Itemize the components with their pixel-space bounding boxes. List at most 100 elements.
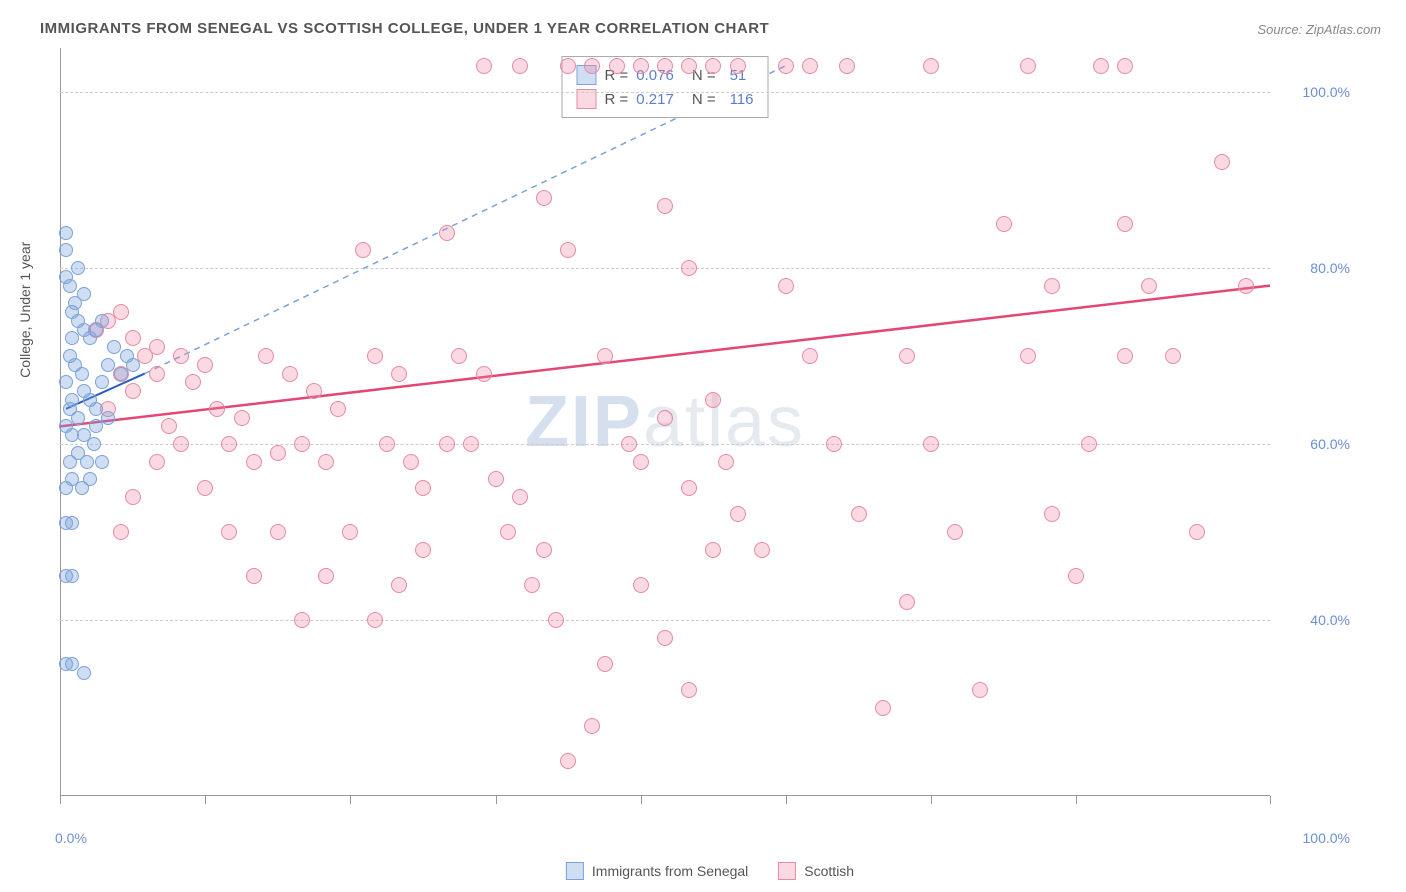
data-point [415, 480, 431, 496]
data-point [1117, 58, 1133, 74]
data-point [996, 216, 1012, 232]
y-tick-label: 100.0% [1303, 84, 1350, 100]
data-point [1141, 278, 1157, 294]
bottom-label-senegal: Immigrants from Senegal [592, 863, 748, 879]
data-point [1238, 278, 1254, 294]
data-point [75, 367, 89, 381]
data-point [923, 436, 939, 452]
data-point [1117, 348, 1133, 364]
data-point [63, 455, 77, 469]
x-tick [60, 796, 61, 804]
y-tick-label: 80.0% [1310, 260, 1350, 276]
data-point [584, 58, 600, 74]
data-point [246, 568, 262, 584]
data-point [59, 481, 73, 495]
data-point [83, 472, 97, 486]
data-point [512, 489, 528, 505]
data-point [536, 190, 552, 206]
x-tick [786, 796, 787, 804]
data-point [730, 506, 746, 522]
bottom-swatch-scottish [778, 862, 796, 880]
data-point [367, 612, 383, 628]
data-point [114, 367, 128, 381]
data-point [705, 542, 721, 558]
gridline [60, 620, 1270, 621]
data-point [839, 58, 855, 74]
data-point [730, 58, 746, 74]
data-point [89, 419, 103, 433]
data-point [476, 366, 492, 382]
data-point [415, 542, 431, 558]
data-point [258, 348, 274, 364]
data-point [705, 392, 721, 408]
data-point [173, 348, 189, 364]
data-point [536, 542, 552, 558]
data-point [270, 524, 286, 540]
data-point [1081, 436, 1097, 452]
data-point [597, 348, 613, 364]
data-point [125, 330, 141, 346]
data-point [633, 454, 649, 470]
data-point [633, 58, 649, 74]
data-point [681, 682, 697, 698]
bottom-label-scottish: Scottish [804, 863, 854, 879]
data-point [500, 524, 516, 540]
x-tick [931, 796, 932, 804]
x-tick [1076, 796, 1077, 804]
data-point [1068, 568, 1084, 584]
x-tick-label-right: 100.0% [1303, 830, 1350, 846]
data-point [185, 374, 201, 390]
data-point [1214, 154, 1230, 170]
data-point [439, 225, 455, 241]
data-point [294, 612, 310, 628]
data-point [95, 375, 109, 389]
data-point [221, 524, 237, 540]
data-point [584, 718, 600, 734]
data-point [330, 401, 346, 417]
plot-area: ZIPatlas R = 0.076 N = 51 R = 0.217 N = … [60, 48, 1270, 796]
data-point [597, 656, 613, 672]
data-point [705, 58, 721, 74]
data-point [451, 348, 467, 364]
data-point [282, 366, 298, 382]
data-point [1044, 278, 1060, 294]
gridline [60, 268, 1270, 269]
y-tick-label: 40.0% [1310, 612, 1350, 628]
data-point [391, 366, 407, 382]
data-point [234, 410, 250, 426]
data-point [512, 58, 528, 74]
bottom-legend: Immigrants from Senegal Scottish [566, 862, 854, 880]
x-tick [205, 796, 206, 804]
data-point [65, 516, 79, 530]
data-point [87, 437, 101, 451]
data-point [560, 753, 576, 769]
data-point [1044, 506, 1060, 522]
chart-container: IMMIGRANTS FROM SENEGAL VS SCOTTISH COLL… [0, 0, 1406, 892]
data-point [1189, 524, 1205, 540]
data-point [221, 436, 237, 452]
x-tick [1270, 796, 1271, 804]
data-point [101, 411, 115, 425]
data-point [80, 455, 94, 469]
data-point [657, 410, 673, 426]
x-tick [641, 796, 642, 804]
y-axis-label: College, Under 1 year [17, 242, 33, 378]
x-tick-label-left: 0.0% [55, 830, 87, 846]
n-label: N = [692, 91, 716, 108]
data-point [899, 348, 915, 364]
data-point [95, 314, 109, 328]
data-point [59, 243, 73, 257]
data-point [77, 666, 91, 680]
data-point [826, 436, 842, 452]
data-point [1020, 348, 1036, 364]
data-point [379, 436, 395, 452]
data-point [209, 401, 225, 417]
data-point [197, 480, 213, 496]
data-point [657, 198, 673, 214]
data-point [65, 331, 79, 345]
data-point [875, 700, 891, 716]
data-point [718, 454, 734, 470]
data-point [851, 506, 867, 522]
data-point [59, 375, 73, 389]
data-point [149, 454, 165, 470]
